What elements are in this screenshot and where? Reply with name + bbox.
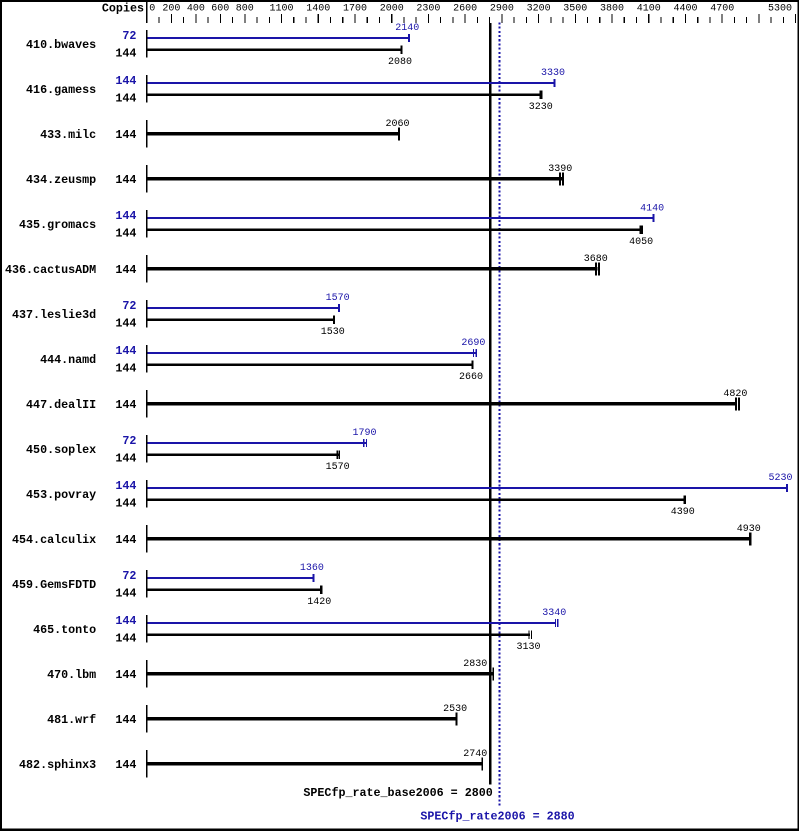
svg-text:454.calculix: 454.calculix (12, 533, 96, 547)
svg-text:5300: 5300 (768, 4, 792, 15)
svg-text:4050: 4050 (629, 237, 653, 248)
svg-text:200: 200 (162, 4, 180, 15)
svg-text:72: 72 (122, 569, 136, 583)
svg-text:3680: 3680 (584, 254, 608, 265)
svg-text:3200: 3200 (527, 4, 551, 15)
svg-text:482.sphinx3: 482.sphinx3 (19, 758, 96, 772)
svg-text:470.lbm: 470.lbm (47, 668, 96, 682)
svg-text:436.cactusADM: 436.cactusADM (5, 263, 96, 277)
svg-text:1570: 1570 (326, 462, 350, 473)
svg-text:2600: 2600 (453, 4, 477, 15)
svg-text:4930: 4930 (737, 524, 761, 535)
svg-text:144: 144 (115, 227, 136, 241)
svg-text:72: 72 (122, 299, 136, 313)
svg-text:1100: 1100 (269, 4, 293, 15)
svg-text:1400: 1400 (306, 4, 330, 15)
svg-text:2300: 2300 (416, 4, 440, 15)
svg-text:4140: 4140 (640, 203, 664, 214)
svg-text:1360: 1360 (300, 563, 324, 574)
svg-text:3230: 3230 (529, 102, 553, 113)
svg-text:0: 0 (149, 4, 155, 15)
svg-text:144: 144 (115, 632, 136, 646)
svg-text:3340: 3340 (542, 608, 566, 619)
svg-text:144: 144 (115, 344, 136, 358)
svg-text:600: 600 (211, 4, 229, 15)
svg-text:435.gromacs: 435.gromacs (19, 218, 96, 232)
svg-text:144: 144 (115, 47, 136, 61)
svg-text:144: 144 (115, 209, 136, 223)
svg-text:5230: 5230 (768, 473, 792, 484)
svg-text:2690: 2690 (461, 338, 485, 349)
svg-text:SPECfp_rate_base2006 = 2800: SPECfp_rate_base2006 = 2800 (303, 786, 492, 800)
svg-text:144: 144 (115, 317, 136, 331)
svg-text:3800: 3800 (600, 4, 624, 15)
svg-text:2530: 2530 (443, 704, 467, 715)
svg-text:4400: 4400 (673, 4, 697, 15)
svg-text:4100: 4100 (637, 4, 661, 15)
svg-text:1530: 1530 (321, 327, 345, 338)
svg-text:144: 144 (115, 497, 136, 511)
svg-text:800: 800 (236, 4, 254, 15)
svg-text:1570: 1570 (326, 293, 350, 304)
svg-text:444.namd: 444.namd (40, 353, 96, 367)
svg-text:144: 144 (115, 452, 136, 466)
svg-text:400: 400 (187, 4, 205, 15)
svg-text:416.gamess: 416.gamess (26, 83, 96, 97)
svg-text:1420: 1420 (307, 597, 331, 608)
svg-text:2740: 2740 (463, 749, 487, 760)
svg-text:447.dealII: 447.dealII (26, 398, 96, 412)
svg-text:4390: 4390 (671, 507, 695, 518)
svg-text:453.povray: 453.povray (26, 488, 96, 502)
svg-text:465.tonto: 465.tonto (33, 623, 96, 637)
svg-text:144: 144 (115, 668, 136, 682)
svg-text:3500: 3500 (563, 4, 587, 15)
svg-text:437.leslie3d: 437.leslie3d (12, 308, 96, 322)
svg-text:3130: 3130 (516, 642, 540, 653)
svg-text:3330: 3330 (541, 68, 565, 79)
svg-text:2900: 2900 (490, 4, 514, 15)
svg-text:433.milc: 433.milc (40, 128, 96, 142)
svg-text:144: 144 (115, 128, 136, 142)
svg-text:4820: 4820 (723, 389, 747, 400)
svg-text:1790: 1790 (352, 428, 376, 439)
svg-text:SPECfp_rate2006 = 2880: SPECfp_rate2006 = 2880 (420, 810, 574, 824)
svg-text:2060: 2060 (385, 119, 409, 130)
svg-text:2140: 2140 (395, 23, 419, 34)
svg-text:144: 144 (115, 758, 136, 772)
svg-text:144: 144 (115, 173, 136, 187)
svg-text:Copies: Copies (102, 1, 144, 15)
svg-text:410.bwaves: 410.bwaves (26, 38, 96, 52)
svg-text:144: 144 (115, 479, 136, 493)
svg-text:144: 144 (115, 713, 136, 727)
svg-text:144: 144 (115, 398, 136, 412)
svg-text:144: 144 (115, 362, 136, 376)
svg-text:2080: 2080 (388, 57, 412, 68)
svg-text:144: 144 (115, 614, 136, 628)
svg-text:144: 144 (115, 533, 136, 547)
svg-text:144: 144 (115, 92, 136, 106)
svg-text:3390: 3390 (548, 164, 572, 175)
svg-text:2000: 2000 (380, 4, 404, 15)
svg-text:144: 144 (115, 587, 136, 601)
svg-text:481.wrf: 481.wrf (47, 713, 96, 727)
svg-text:72: 72 (122, 29, 136, 43)
svg-text:144: 144 (115, 263, 136, 277)
svg-text:72: 72 (122, 434, 136, 448)
svg-text:2830: 2830 (463, 659, 487, 670)
svg-text:459.GemsFDTD: 459.GemsFDTD (12, 578, 96, 592)
svg-text:144: 144 (115, 74, 136, 88)
svg-text:2660: 2660 (459, 372, 483, 383)
svg-text:450.soplex: 450.soplex (26, 443, 96, 457)
svg-text:1700: 1700 (343, 4, 367, 15)
svg-text:4700: 4700 (710, 4, 734, 15)
svg-text:434.zeusmp: 434.zeusmp (26, 173, 96, 187)
